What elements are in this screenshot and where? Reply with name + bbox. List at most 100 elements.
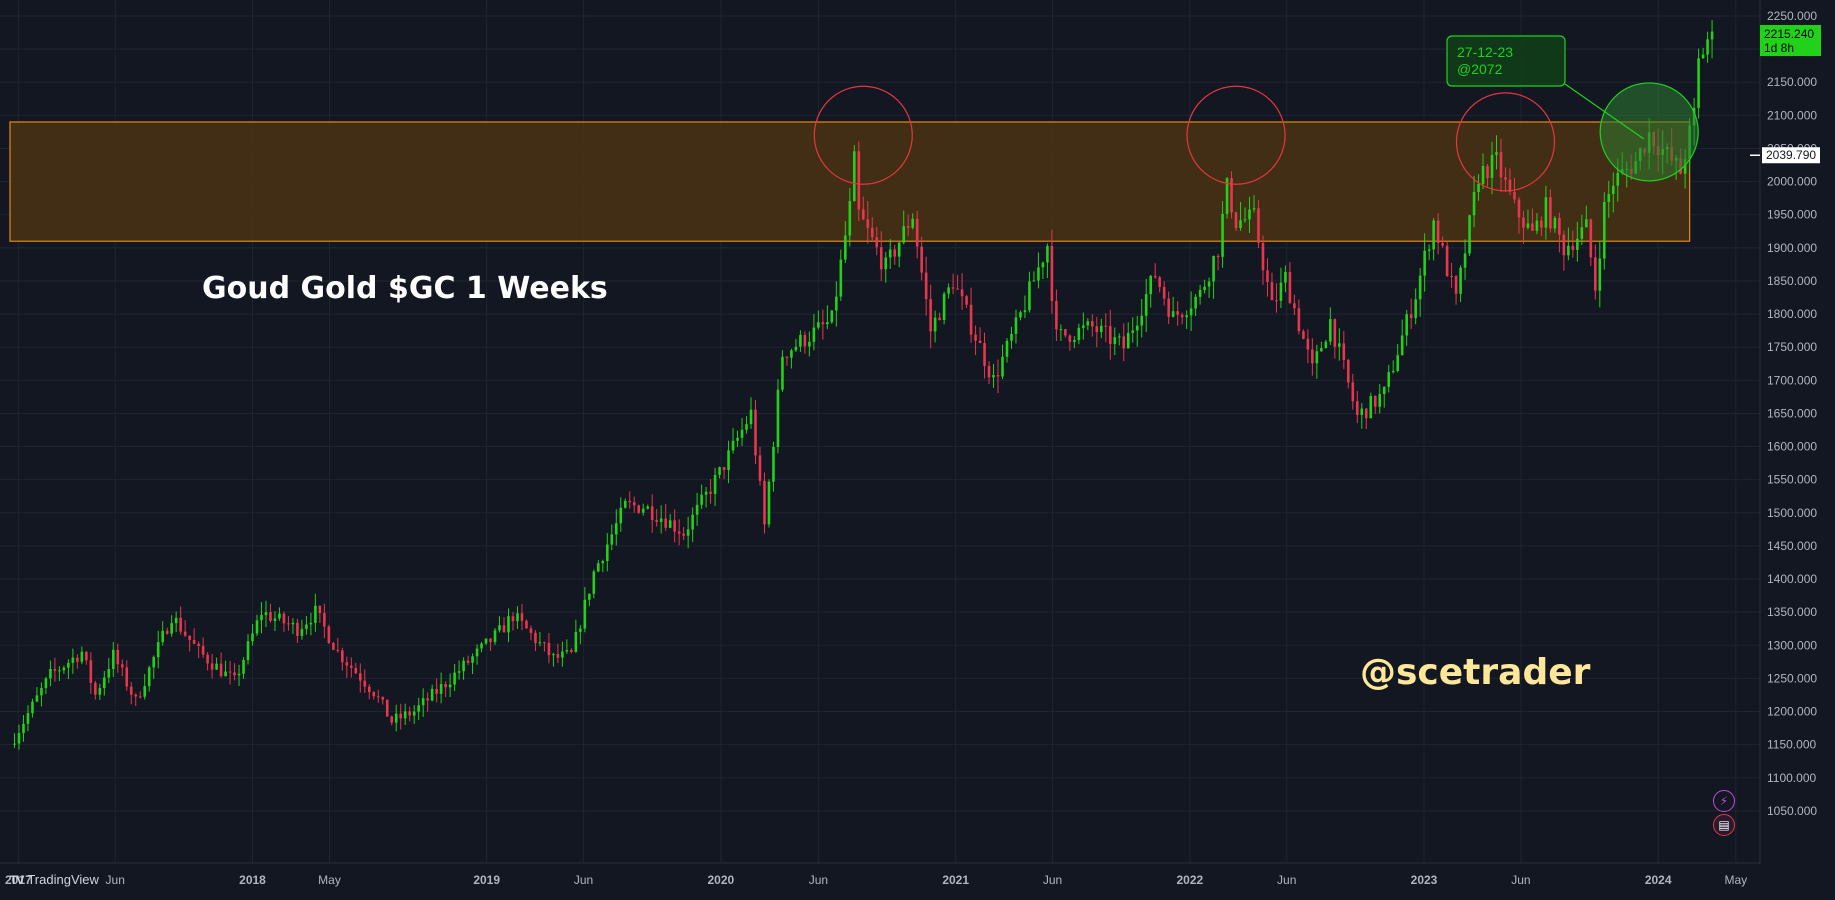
candle-body	[318, 605, 322, 614]
candle	[345, 656, 349, 678]
tradingview-watermark[interactable]: TV TradingView	[10, 872, 99, 887]
candle	[372, 691, 376, 700]
candle-body	[803, 334, 807, 347]
candle	[646, 504, 650, 510]
candle-body	[466, 660, 470, 663]
candle-body	[165, 630, 169, 634]
x-tick-label: Jun	[1277, 873, 1296, 887]
candle-body	[17, 733, 21, 744]
candle-body	[35, 695, 39, 702]
candle-body	[1216, 256, 1220, 258]
candle-body	[641, 508, 645, 513]
candle	[1351, 373, 1355, 410]
candle	[1710, 20, 1714, 59]
candle	[857, 141, 861, 222]
candle-body	[790, 350, 793, 358]
candle	[1189, 291, 1193, 331]
candle-body	[462, 660, 465, 672]
candle-body	[197, 643, 200, 646]
candle-body	[354, 667, 358, 674]
candle-body	[848, 201, 852, 236]
y-tick-label: 1150.000	[1767, 738, 1816, 752]
candle	[350, 657, 353, 678]
candle	[1391, 360, 1395, 374]
candle-body	[1611, 185, 1615, 195]
candle	[790, 348, 793, 369]
candle	[655, 508, 658, 527]
candle-body	[1059, 329, 1063, 331]
candle-body	[1351, 382, 1355, 402]
candle-body	[1436, 220, 1440, 243]
x-tick-label: 2024	[1645, 873, 1672, 887]
candle	[767, 479, 771, 528]
candle-body	[1405, 314, 1408, 336]
candle-body	[1526, 223, 1530, 228]
candles-layer	[13, 20, 1714, 750]
candle-body	[1594, 257, 1597, 291]
candle-body	[1230, 178, 1233, 213]
candle-body	[1324, 341, 1328, 349]
candle-body	[439, 684, 443, 694]
candle-body	[385, 699, 389, 717]
candle-body	[233, 672, 236, 676]
candle-body	[520, 613, 524, 621]
candle	[462, 657, 465, 680]
chart-title: Goud Gold $GC 1 Weeks	[202, 271, 608, 306]
candle-body	[358, 673, 362, 681]
candle-body	[1023, 310, 1027, 313]
candle	[1207, 277, 1211, 298]
candle-body	[852, 151, 856, 202]
candle	[1382, 386, 1386, 408]
candle	[1472, 175, 1476, 228]
candle-body	[826, 322, 829, 325]
candle	[49, 660, 52, 687]
candle	[147, 665, 151, 692]
candle-body	[403, 711, 407, 719]
candle	[1414, 288, 1417, 325]
candle-body	[996, 375, 1000, 377]
candle	[332, 641, 335, 650]
candle	[417, 697, 420, 721]
candle	[561, 641, 564, 667]
candle	[520, 604, 524, 631]
crosshair-price-badge	[1762, 147, 1820, 164]
candle	[1019, 310, 1022, 321]
candle	[390, 715, 394, 726]
candle	[300, 619, 304, 640]
candle-body	[89, 660, 93, 683]
candle	[251, 624, 254, 646]
candle-body	[866, 219, 870, 228]
candle-body	[147, 667, 151, 687]
candle-body	[448, 684, 452, 688]
candle	[1288, 261, 1292, 304]
flag-icon[interactable]: ▤	[1713, 814, 1735, 836]
candle-body	[704, 491, 708, 495]
candle-body	[1342, 343, 1346, 360]
candle	[1342, 331, 1346, 370]
candle	[844, 221, 847, 264]
candle-body	[583, 599, 587, 629]
candle-body	[1239, 220, 1242, 228]
candle-body	[76, 657, 79, 662]
candle	[336, 637, 340, 653]
candle-body	[282, 613, 286, 624]
candle-body	[62, 667, 66, 671]
candle	[269, 603, 272, 623]
candle	[938, 312, 941, 321]
candle-body	[1499, 152, 1503, 178]
candle	[511, 611, 515, 631]
candle	[1427, 244, 1431, 261]
candle-body	[525, 620, 528, 629]
candle-body	[1472, 192, 1476, 216]
test-circle	[1455, 92, 1556, 192]
candle	[1378, 384, 1382, 414]
candle	[484, 638, 488, 646]
lightning-icon[interactable]: ⚡	[1713, 790, 1735, 812]
candle-body	[740, 429, 744, 438]
candle-body	[1490, 154, 1494, 178]
candle	[1261, 235, 1265, 285]
candle	[947, 283, 950, 299]
candle	[192, 628, 196, 645]
candle-body	[767, 481, 771, 525]
